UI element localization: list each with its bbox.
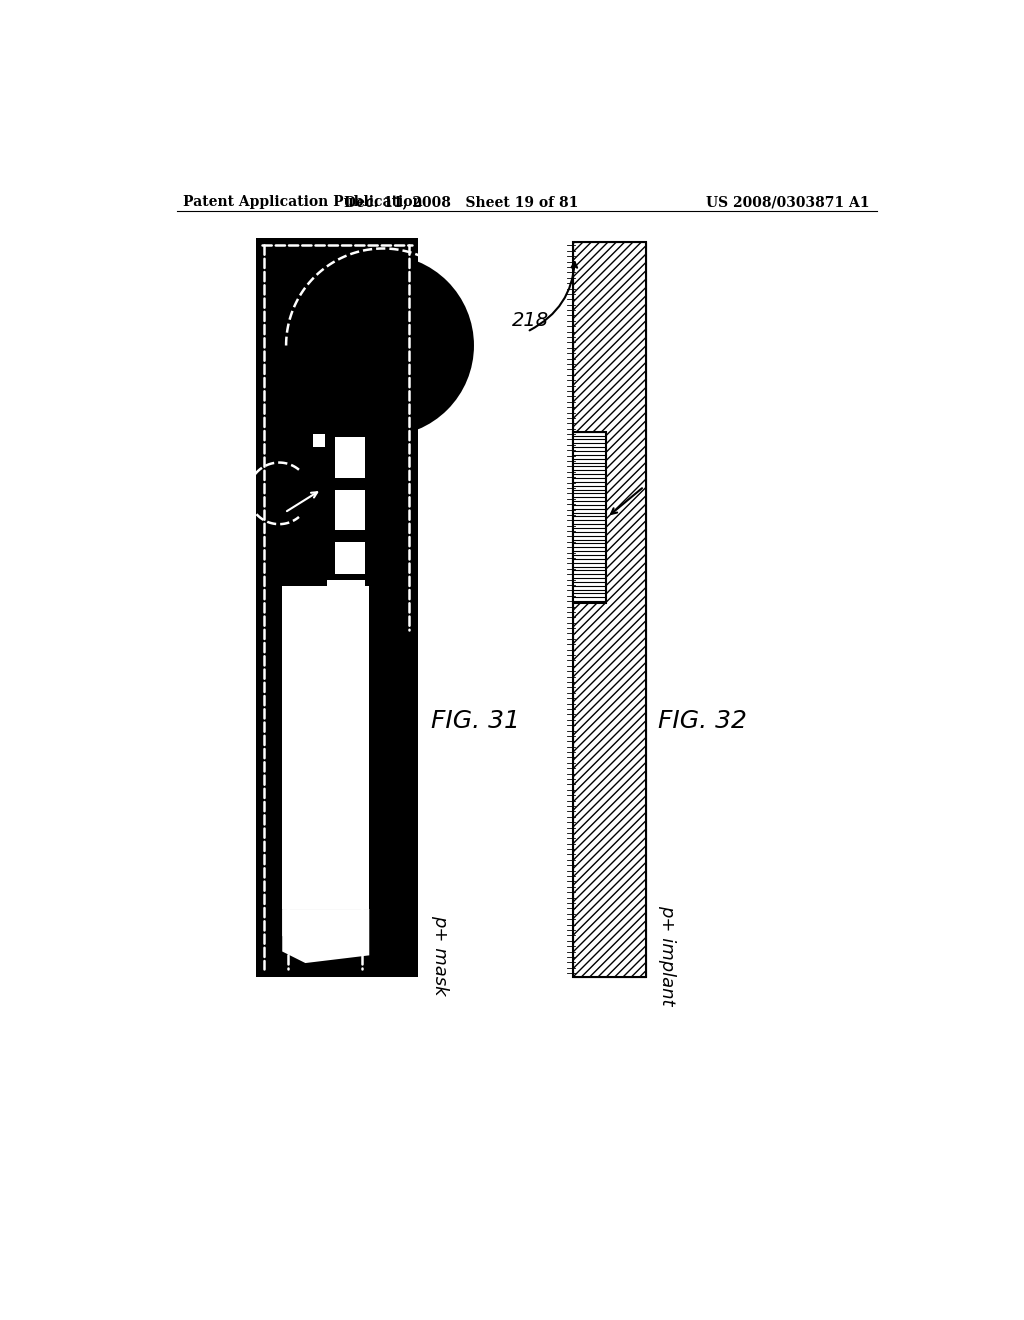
Polygon shape — [313, 434, 326, 447]
Polygon shape — [573, 242, 646, 977]
Polygon shape — [283, 909, 370, 944]
Polygon shape — [335, 543, 366, 574]
Text: FIG. 32: FIG. 32 — [658, 709, 746, 733]
Text: 218: 218 — [512, 310, 549, 330]
Text: p+ mask: p+ mask — [431, 915, 449, 995]
Text: Patent Application Publication: Patent Application Publication — [183, 195, 423, 210]
Text: FIG. 31: FIG. 31 — [431, 709, 520, 733]
Polygon shape — [335, 490, 366, 531]
Polygon shape — [573, 432, 605, 603]
Polygon shape — [283, 909, 370, 964]
Polygon shape — [327, 581, 366, 595]
Text: Dec. 11, 2008   Sheet 19 of 81: Dec. 11, 2008 Sheet 19 of 81 — [344, 195, 579, 210]
Text: US 2008/0303871 A1: US 2008/0303871 A1 — [707, 195, 869, 210]
Polygon shape — [256, 238, 418, 977]
Polygon shape — [283, 586, 370, 909]
Circle shape — [292, 255, 474, 437]
Text: p+ implant: p+ implant — [658, 906, 676, 1006]
Polygon shape — [335, 437, 366, 478]
